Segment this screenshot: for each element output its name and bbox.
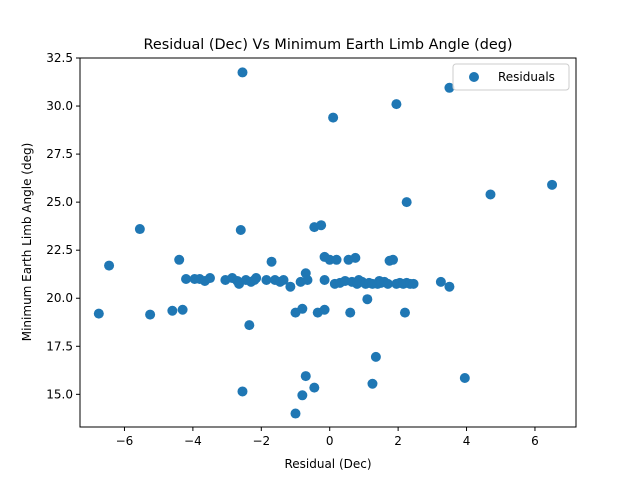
data-point — [324, 254, 335, 265]
data-point — [362, 294, 373, 305]
data-point — [174, 254, 185, 265]
data-point — [382, 278, 393, 289]
y-tick-label: 25.0 — [46, 195, 73, 209]
data-point — [316, 220, 327, 231]
data-point — [237, 386, 248, 397]
legend-label: Residuals — [498, 70, 555, 84]
legend-box — [452, 63, 570, 91]
x-tick-label: 2 — [394, 434, 402, 448]
y-tick-label: 32.5 — [46, 51, 73, 65]
data-point — [387, 254, 398, 265]
data-point — [309, 382, 320, 393]
data-point — [435, 276, 446, 287]
chart-title: Residual (Dec) Vs Minimum Earth Limb Ang… — [144, 37, 513, 53]
data-point — [177, 304, 188, 315]
x-axis-ticks: −6 −4 −2 0 2 4 6 — [116, 427, 539, 448]
data-point — [370, 351, 381, 362]
data-point — [328, 112, 339, 123]
data-point — [261, 274, 272, 285]
y-tick-label: 27.5 — [46, 147, 73, 161]
y-tick-label: 22.5 — [46, 243, 73, 257]
y-axis-ticks: 15.0 17.5 20.0 22.5 25.0 27.5 30.0 32.5 — [46, 51, 80, 401]
data-point — [167, 305, 178, 316]
data-point — [319, 274, 330, 285]
data-point — [444, 82, 455, 93]
x-tick-label: −2 — [252, 434, 270, 448]
data-point — [266, 256, 277, 267]
data-point — [444, 281, 455, 292]
data-point — [204, 273, 215, 284]
y-tick-label: 30.0 — [46, 99, 73, 113]
data-point — [251, 273, 262, 284]
data-point — [297, 390, 308, 401]
x-axis-label: Residual (Dec) — [284, 457, 371, 471]
data-point — [290, 408, 301, 419]
data-point — [237, 67, 248, 78]
data-point — [367, 378, 378, 389]
y-tick-label: 17.5 — [46, 339, 73, 353]
x-tick-label: 4 — [463, 434, 471, 448]
data-point — [547, 179, 558, 190]
data-point — [391, 99, 402, 110]
y-tick-label: 20.0 — [46, 291, 73, 305]
data-point — [319, 304, 330, 315]
legend: Residuals — [452, 63, 570, 91]
points-layer — [93, 67, 558, 419]
plot-frame — [79, 57, 577, 428]
data-point — [331, 254, 342, 265]
x-tick-label: 6 — [531, 434, 539, 448]
data-point — [93, 308, 104, 319]
data-point — [278, 274, 289, 285]
legend-marker — [469, 72, 479, 82]
data-point — [485, 189, 496, 200]
data-point — [350, 252, 361, 263]
data-point — [134, 224, 145, 235]
data-point — [302, 274, 313, 285]
y-axis-label: Minimum Earth Limb Angle (deg) — [20, 143, 34, 342]
x-tick-label: −6 — [116, 434, 134, 448]
data-point — [345, 307, 356, 318]
data-point — [300, 371, 311, 382]
data-point — [235, 225, 246, 236]
x-tick-label: −4 — [184, 434, 202, 448]
x-tick-label: 0 — [326, 434, 334, 448]
data-point — [145, 309, 156, 320]
data-point — [104, 260, 115, 271]
data-point — [401, 197, 412, 208]
data-point — [285, 281, 296, 292]
data-point — [408, 278, 419, 289]
data-point — [181, 274, 192, 285]
data-point — [399, 307, 410, 318]
y-tick-label: 15.0 — [46, 387, 73, 401]
data-point — [244, 320, 255, 331]
data-point — [297, 303, 308, 314]
data-point — [459, 372, 470, 383]
